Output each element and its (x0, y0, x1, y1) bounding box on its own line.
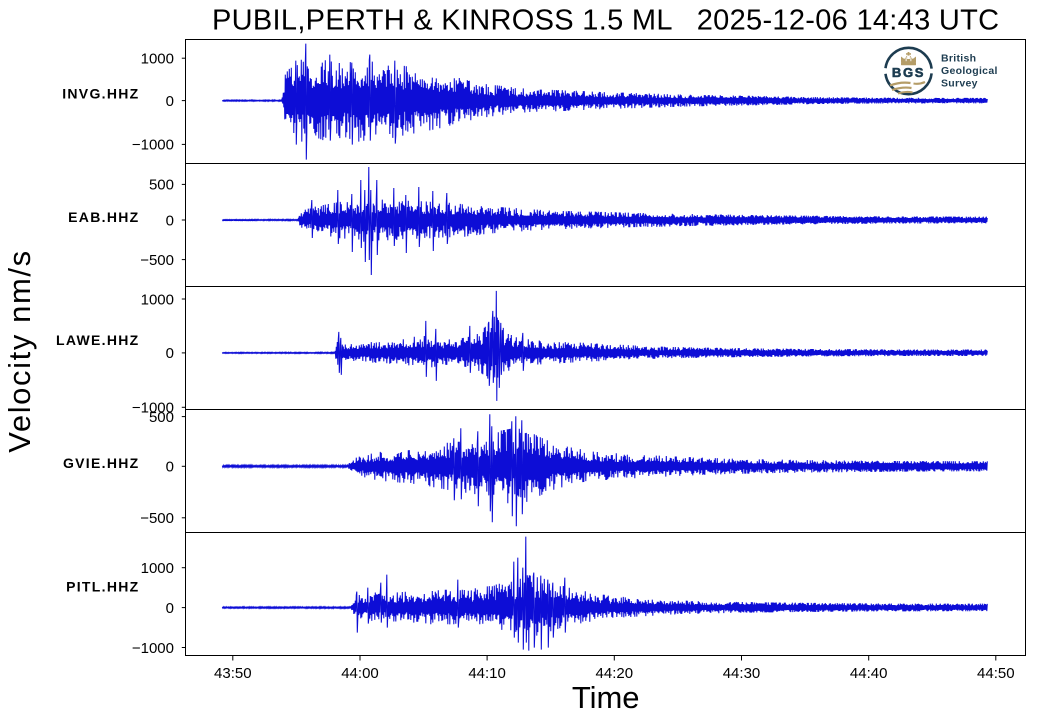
svg-text:BGS: BGS (892, 65, 925, 80)
svg-text:−1000: −1000 (132, 400, 174, 417)
svg-text:−1000: −1000 (132, 137, 174, 154)
svg-text:Survey: Survey (941, 78, 978, 90)
svg-text:44:50: 44:50 (977, 665, 1015, 682)
svg-text:500: 500 (149, 409, 174, 426)
svg-text:Time: Time (572, 680, 640, 715)
svg-text:INVG.HHZ: INVG.HHZ (62, 86, 139, 102)
svg-text:PITL.HHZ: PITL.HHZ (66, 578, 139, 594)
svg-text:44:40: 44:40 (850, 665, 888, 682)
svg-text:Velocity nm/s: Velocity nm/s (2, 249, 37, 452)
svg-text:44:20: 44:20 (596, 665, 634, 682)
svg-text:PUBIL,PERTH & KINROSS 1.5 ML: PUBIL,PERTH & KINROSS 1.5 ML 2025-12-06 … (212, 5, 999, 37)
svg-text:British: British (941, 52, 976, 64)
svg-text:43:50: 43:50 (214, 665, 252, 682)
svg-text:0: 0 (166, 212, 174, 229)
svg-text:0: 0 (166, 600, 174, 617)
svg-text:−500: −500 (140, 252, 174, 269)
svg-text:GVIE.HHZ: GVIE.HHZ (63, 455, 140, 471)
svg-text:0: 0 (166, 345, 174, 362)
svg-text:Geological: Geological (941, 65, 998, 77)
svg-text:LAWE.HHZ: LAWE.HHZ (56, 332, 140, 348)
svg-text:EAB.HHZ: EAB.HHZ (68, 209, 139, 225)
svg-text:500: 500 (149, 177, 174, 194)
svg-text:−1000: −1000 (132, 640, 174, 657)
svg-text:44:30: 44:30 (723, 665, 761, 682)
svg-text:44:10: 44:10 (468, 665, 506, 682)
svg-text:1000: 1000 (141, 560, 174, 577)
svg-text:44:00: 44:00 (341, 665, 379, 682)
svg-text:0: 0 (166, 93, 174, 110)
svg-text:−500: −500 (140, 510, 174, 527)
svg-text:0: 0 (166, 459, 174, 476)
svg-text:1000: 1000 (141, 291, 174, 308)
svg-text:1000: 1000 (141, 51, 174, 68)
